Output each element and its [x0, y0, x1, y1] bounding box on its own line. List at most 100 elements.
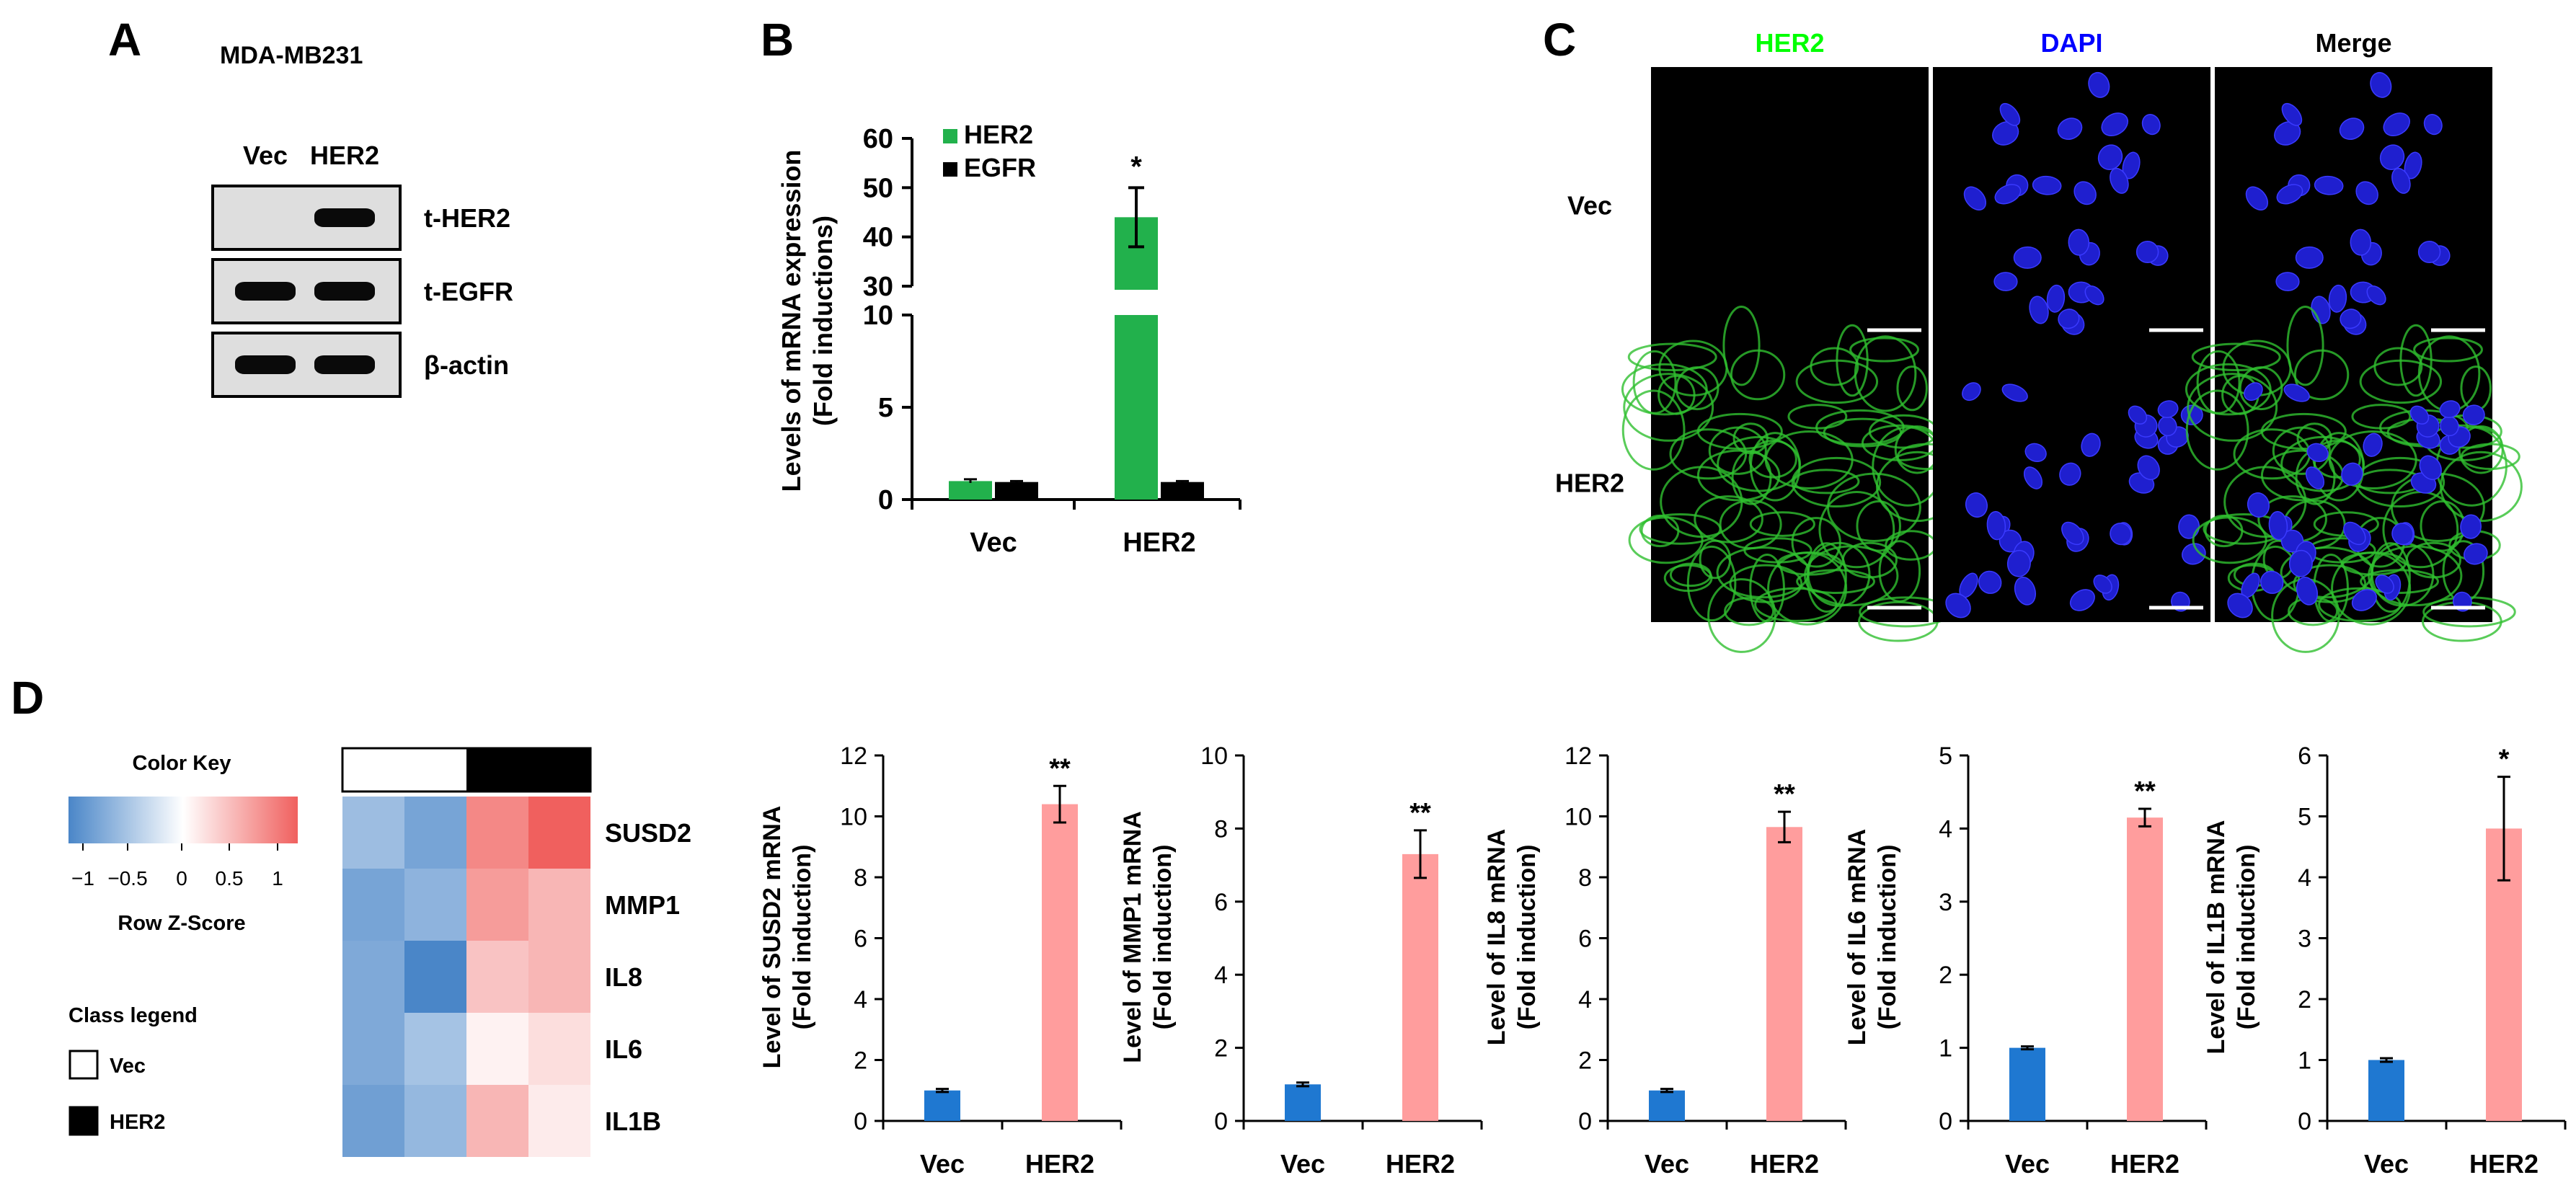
dapi-nucleus	[2274, 121, 2301, 146]
dapi-nucleus	[2046, 284, 2066, 313]
dapi-nucleus	[2006, 549, 2031, 577]
dapi-nucleus	[2462, 404, 2485, 425]
dapi-nucleus	[1999, 102, 2021, 126]
micro-row-label-her2: HER2	[1555, 469, 1624, 498]
her2-membrane-signal	[1749, 511, 1815, 537]
bar-her2	[1042, 804, 1078, 1121]
bar-her2	[2127, 817, 2163, 1121]
x-category-label: Vec	[920, 1149, 965, 1179]
dapi-nucleus	[2355, 181, 2378, 205]
y-axis-label-line: (Fold induction)	[789, 845, 816, 1030]
y-tick-label: 0	[878, 485, 893, 515]
her2-membrane-signal	[1658, 340, 1728, 396]
dapi-nucleus	[2137, 455, 2160, 481]
heatmap-cell	[466, 797, 528, 869]
dapi-nucleus	[2068, 229, 2090, 256]
dapi-nucleus	[1962, 382, 1981, 402]
dapi-nucleus	[2245, 186, 2269, 211]
y-axis-label: Level of MMP1 mRNA (Fold induction)	[1119, 811, 1177, 1063]
color-key-gradient	[68, 797, 298, 843]
bar-her2-lower	[1115, 315, 1158, 500]
dapi-nucleus	[2363, 433, 2383, 457]
micro-tile-vec-dapi	[1933, 67, 2210, 345]
dapi-nucleus	[2058, 309, 2080, 329]
y-tick-label: 12	[840, 742, 867, 770]
her2-membrane-signal	[2351, 404, 2412, 430]
dapi-nucleus	[2061, 521, 2084, 546]
heatmap-row-label: MMP1	[605, 890, 680, 920]
dapi-nucleus	[2350, 229, 2372, 256]
y-tick-label: 6	[1214, 889, 1228, 916]
dapi-nucleus	[1994, 184, 2022, 205]
her2-membrane-signal	[1807, 541, 1871, 607]
y-tick-label: 3	[1939, 889, 1952, 916]
bar-egfr	[995, 482, 1038, 500]
dapi-nucleus	[2024, 443, 2047, 462]
bar-vec	[1649, 1090, 1685, 1121]
dapi-nucleus	[1963, 186, 1987, 211]
y-axis-label: Level of SUSD2 mRNA (Fold induction)	[758, 806, 816, 1069]
dapi-nucleus	[2351, 589, 2377, 611]
her2-membrane-signal	[2373, 347, 2423, 386]
her2-membrane-signal	[1878, 540, 1921, 603]
heatmap-cell	[466, 1085, 528, 1157]
dapi-nucleus	[2259, 570, 2284, 594]
blot-col-vec: Vec	[243, 141, 288, 170]
blot-band	[314, 208, 375, 227]
bar-egfr	[1161, 482, 1204, 500]
blot-col-her2: HER2	[310, 141, 379, 170]
heatmap-cell	[404, 1085, 466, 1157]
panel-b-letter: B	[761, 14, 794, 66]
bar-chart-d1: 0 2 4 6 8 10 12 Vec HER2 Level of SUSD2 mRNA (Fold…	[758, 742, 1123, 1179]
dapi-nucleus	[2339, 117, 2365, 141]
dapi-nucleus	[2029, 296, 2049, 324]
y-tick-label: 0	[854, 1108, 867, 1135]
dapi-nucleus	[2383, 112, 2410, 137]
class-bar-cell	[528, 748, 590, 791]
her2-membrane-signal	[1896, 365, 1928, 412]
dapi-nucleus	[2101, 112, 2128, 137]
class-legend-label: HER2	[110, 1111, 165, 1134]
heatmap-cell	[342, 1013, 404, 1085]
dapi-nucleus	[2296, 577, 2319, 606]
y-tick-label: 5	[1939, 742, 1952, 770]
her2-membrane-signal	[1787, 404, 1848, 430]
dapi-nucleus	[2244, 382, 2263, 402]
y-axis-label: Level of IL1B mRNA (Fold induction)	[2203, 820, 2260, 1055]
color-key-title: Color Key	[133, 752, 231, 775]
x-category-label: Vec	[2005, 1149, 2050, 1179]
y-tick-label: 0	[1939, 1108, 1952, 1135]
y-tick-label: 12	[1564, 742, 1592, 770]
y-tick-label: 10	[1200, 742, 1228, 770]
blot-band	[314, 355, 375, 374]
bar-vec	[924, 1090, 960, 1121]
y-axis-label-line: Level of SUSD2 mRNA	[758, 806, 786, 1069]
dapi-nucleus	[2341, 462, 2363, 486]
dapi-nucleus	[2023, 466, 2043, 489]
dapi-nucleus	[2135, 241, 2159, 264]
bar-vec	[1285, 1084, 1321, 1121]
y-tick-label: 50	[863, 173, 893, 203]
dapi-nucleus	[2073, 181, 2097, 205]
bar-chart-d4: 0 1 2 3 4 5 Vec HER2 Level of IL6 mRNA (Fold indu…	[1844, 742, 2208, 1179]
x-category-label: HER2	[2110, 1149, 2179, 1179]
x-category-label: HER2	[1123, 528, 1195, 558]
dapi-nucleus	[2093, 575, 2112, 594]
dapi-nucleus	[2141, 114, 2161, 136]
blot-band	[314, 282, 375, 301]
y-tick-label: 1	[1939, 1035, 1952, 1063]
y-tick-label: 4	[854, 986, 867, 1014]
dapi-nucleus	[2122, 151, 2141, 179]
y-tick-label: 2	[854, 1047, 867, 1075]
dapi-nucleus	[2275, 272, 2300, 291]
dapi-nucleus	[2088, 71, 2110, 98]
her2-membrane-signal	[1686, 545, 1737, 622]
dapi-nucleus	[2247, 492, 2270, 518]
her2-membrane-signal	[1792, 469, 1860, 495]
y-axis-label: Level of IL6 mRNA (Fold induction)	[1844, 829, 1901, 1045]
y-axis-label-line: (Fold induction)	[1149, 845, 1177, 1030]
dapi-nucleus	[2032, 175, 2062, 195]
y-tick-label: 4	[1214, 962, 1228, 989]
her2-membrane-signal	[2360, 569, 2439, 594]
